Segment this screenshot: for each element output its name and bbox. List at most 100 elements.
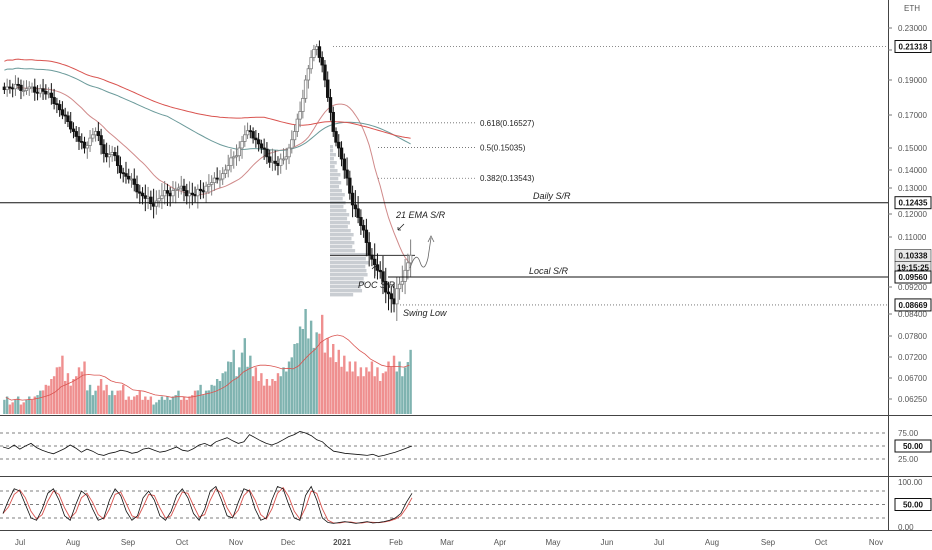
volume-bar — [265, 379, 269, 414]
volume-profile-row — [330, 181, 342, 185]
candle-body — [251, 131, 255, 139]
candle-body — [295, 118, 300, 132]
volume-bar — [332, 344, 335, 414]
candle-body — [196, 188, 200, 197]
candle-body — [337, 141, 341, 149]
time-axis[interactable]: Jul Aug Sep Oct Nov Dec 2021 Feb Mar Apr May Jun Jul… — [15, 538, 883, 547]
candle-body — [69, 121, 73, 130]
volume-bar — [28, 396, 31, 414]
candle-body — [99, 135, 103, 146]
candle-body — [395, 288, 399, 305]
rsi-tick-label: 75.00 — [898, 429, 919, 438]
volume-bar — [221, 373, 224, 414]
x-tick-label: Jul — [654, 538, 664, 547]
volume-bar — [77, 367, 81, 414]
volume-bar — [16, 396, 20, 414]
volume-bar — [232, 349, 235, 414]
y-tick-label: 0.15000 — [898, 144, 927, 153]
fib-label: 0.618(0.16527) — [480, 119, 535, 128]
candle-body — [408, 254, 413, 264]
volume-profile-row — [330, 153, 337, 157]
candle-body — [326, 79, 330, 98]
candle-body — [93, 131, 98, 136]
volume-bar — [171, 396, 175, 414]
candle-body — [110, 151, 114, 155]
volume-bar — [204, 390, 208, 414]
x-tick-label: Dec — [281, 538, 295, 547]
candle-body — [386, 291, 391, 295]
volume-bar — [257, 380, 260, 414]
volume-bar — [326, 338, 329, 414]
volume-profile-row — [330, 277, 364, 281]
volume-bar — [403, 367, 407, 414]
y-tick-label: 0.11000 — [898, 233, 927, 242]
candle-body — [209, 182, 214, 185]
volume-bar — [246, 366, 249, 414]
candle-body — [234, 155, 239, 158]
volume-bar — [213, 385, 216, 414]
volume-bar — [163, 399, 166, 414]
volume-bar — [229, 362, 233, 414]
candle-body — [273, 160, 277, 164]
x-tick-label: Jun — [601, 538, 614, 547]
volume-bar — [174, 395, 177, 414]
volume-bar — [141, 399, 144, 414]
candle-body — [74, 131, 78, 137]
candle-body — [44, 90, 48, 95]
candle-body — [151, 203, 156, 207]
volume-bar — [329, 357, 332, 414]
volume-bar — [99, 379, 103, 414]
volume-bar — [86, 390, 89, 414]
volume-bar — [80, 371, 83, 414]
candle-body — [367, 242, 371, 256]
volume-bar — [351, 371, 354, 414]
candle-body — [342, 158, 346, 171]
volume-bar — [210, 384, 213, 414]
volume-bar — [254, 367, 258, 414]
price-tag: 0.21318 — [899, 43, 928, 52]
price-tag-bg — [894, 270, 932, 284]
volume-bar — [312, 347, 316, 414]
candle-body — [198, 188, 203, 192]
ma-red-line — [4, 58, 411, 139]
volume-bar — [185, 399, 188, 414]
volume-bar — [138, 390, 141, 414]
volume-profile-row — [330, 165, 335, 169]
volume-bar — [177, 390, 180, 414]
candle-body — [190, 192, 195, 195]
y-tick-label: 0.08400 — [898, 310, 927, 319]
volume-bar — [395, 371, 399, 414]
candle-body — [265, 148, 269, 158]
volume-bar — [130, 399, 133, 414]
candle-body — [2, 86, 7, 91]
candle-body — [182, 185, 186, 191]
volume-bar — [235, 376, 238, 414]
volume-bar — [249, 355, 252, 414]
price-tag: 0.10338 — [899, 251, 928, 260]
candle-body — [229, 157, 233, 166]
volume-profile-row — [330, 253, 369, 257]
volume-bar — [157, 399, 161, 414]
volume-bar — [359, 367, 363, 414]
candle-body — [129, 178, 134, 181]
main-pane-bg — [0, 0, 888, 415]
candle-body — [10, 87, 15, 90]
volume-bar — [39, 390, 42, 414]
volume-bar — [307, 338, 310, 414]
volume-bar — [146, 399, 150, 414]
candle-body — [384, 281, 388, 293]
volume-bar — [227, 361, 230, 414]
annotation-label: Swing Low — [403, 308, 447, 318]
volume-bars — [3, 309, 412, 414]
volume-bar — [19, 404, 23, 414]
volume-bar — [166, 396, 169, 414]
volume-bar — [44, 384, 48, 414]
candle-body — [115, 155, 120, 166]
candle-body — [356, 208, 360, 218]
candle-body — [301, 97, 305, 112]
volume-bar — [251, 376, 255, 414]
volume-bar — [108, 395, 111, 414]
volume-bar — [398, 361, 401, 414]
